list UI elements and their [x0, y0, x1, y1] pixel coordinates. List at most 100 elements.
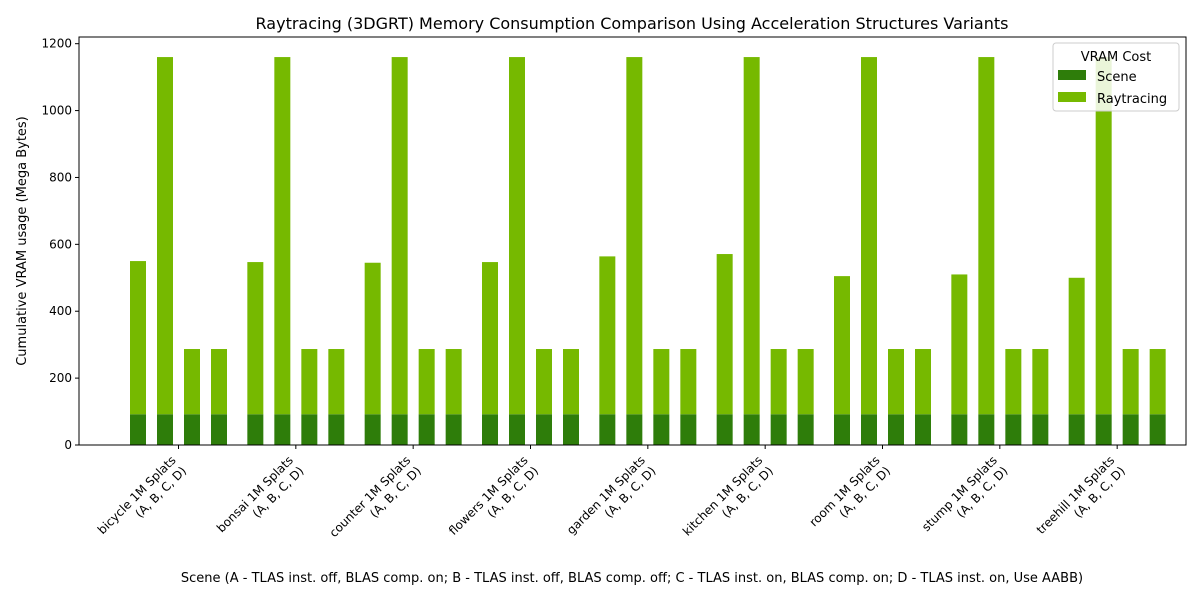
bar-scene	[978, 414, 995, 445]
bar-scene	[445, 414, 462, 445]
bar-raytracing	[184, 349, 200, 415]
bar-scene	[157, 414, 173, 445]
bar-scene	[599, 414, 616, 445]
bar-raytracing	[915, 349, 931, 415]
bar-scene	[274, 414, 291, 445]
bar-raytracing	[743, 57, 760, 415]
legend: VRAM Cost Scene Raytracing	[1052, 42, 1180, 112]
plot-frame	[78, 36, 1187, 446]
x-tick-label: garden 1M Splats(A, B, C, D)	[564, 453, 659, 548]
x-axis-label: Scene (A - TLAS inst. off, BLAS comp. on…	[181, 571, 1083, 586]
bar-scene	[1005, 414, 1022, 445]
legend-title: VRAM Cost	[1081, 50, 1152, 65]
y-tick-label: 400	[49, 304, 72, 318]
chart-title: Raytracing (3DGRT) Memory Consumption Co…	[256, 14, 1009, 33]
bar-raytracing	[1095, 57, 1112, 415]
bar-raytracing	[834, 276, 850, 415]
bar-raytracing	[1032, 349, 1049, 415]
bar-scene	[1032, 414, 1049, 445]
bar-raytracing	[536, 349, 552, 415]
bar-scene	[716, 414, 733, 445]
bar-scene	[509, 414, 525, 445]
bar-raytracing	[509, 57, 525, 415]
legend-swatch-raytracing	[1058, 92, 1086, 102]
bar-raytracing	[653, 349, 670, 415]
legend-label-raytracing: Raytracing	[1097, 92, 1167, 107]
bar-raytracing	[797, 349, 814, 415]
x-axis: bicycle 1M Splats(A, B, C, D) bonsai 1M S…	[95, 445, 1128, 550]
bar-scene	[797, 414, 814, 445]
x-tick-label: room 1M Splats(A, B, C, D)	[807, 453, 894, 540]
x-tick-label: bicycle 1M Splats(A, B, C, D)	[95, 453, 189, 547]
bar-scene	[184, 414, 200, 445]
bar-raytracing	[599, 256, 616, 415]
bar-scene	[861, 414, 877, 445]
y-tick-label: 600	[49, 237, 72, 251]
bar-scene	[1068, 414, 1085, 445]
bar-raytracing	[418, 349, 435, 415]
bar-scene	[391, 414, 408, 445]
bar-raytracing	[770, 349, 787, 415]
x-tick-label: treehill 1M Splats(A, B, C, D)	[1034, 453, 1128, 547]
x-tick-label: stump 1M Splats(A, B, C, D)	[919, 453, 1010, 544]
bar-scene	[1095, 414, 1112, 445]
bar-scene	[951, 414, 968, 445]
bar-raytracing	[951, 274, 968, 415]
x-tick-label: bonsai 1M Splats(A, B, C, D)	[214, 453, 307, 546]
bar-raytracing	[978, 57, 995, 415]
bar-scene	[888, 414, 904, 445]
bar-scene	[418, 414, 435, 445]
bar-raytracing	[211, 349, 227, 415]
bar-scene	[130, 414, 146, 445]
bar-raytracing	[247, 262, 264, 415]
bar-raytracing	[680, 349, 697, 415]
bar-raytracing	[157, 57, 173, 415]
bar-raytracing	[130, 261, 146, 415]
y-axis: 0 200 400 600 800 1000 1200	[41, 37, 79, 452]
bar-raytracing	[1149, 349, 1166, 415]
bar-raytracing	[445, 349, 462, 415]
bar-raytracing	[328, 349, 345, 415]
bar-scene	[301, 414, 318, 445]
x-tick-label: counter 1M Splats(A, B, C, D)	[327, 453, 424, 550]
bar-raytracing	[482, 262, 498, 415]
bar-scene	[834, 414, 850, 445]
bar-raytracing	[626, 57, 643, 415]
bar-raytracing	[301, 349, 318, 415]
bar-raytracing	[563, 349, 579, 415]
bar-scene	[743, 414, 760, 445]
bar-raytracing	[364, 262, 381, 415]
bar-raytracing	[274, 57, 291, 415]
bar-scene	[536, 414, 552, 445]
y-tick-label: 800	[49, 170, 72, 184]
legend-label-scene: Scene	[1097, 70, 1137, 85]
bar-raytracing	[716, 254, 733, 415]
x-tick-label: kitchen 1M Splats(A, B, C, D)	[680, 453, 776, 549]
bar-raytracing	[391, 57, 408, 415]
bar-scene	[364, 414, 381, 445]
bar-scene	[211, 414, 227, 445]
y-tick-label: 200	[49, 371, 72, 385]
bar-scene	[770, 414, 787, 445]
bar-scene	[1122, 414, 1139, 445]
bar-scene	[680, 414, 697, 445]
bar-raytracing	[1122, 349, 1139, 415]
bar-raytracing	[888, 349, 904, 415]
bar-scene	[915, 414, 931, 445]
bar-scene	[247, 414, 264, 445]
bar-scene	[653, 414, 670, 445]
bar-scene	[626, 414, 643, 445]
x-tick-label: flowers 1M Splats(A, B, C, D)	[446, 453, 541, 548]
legend-swatch-scene	[1058, 70, 1086, 80]
bar-raytracing	[1068, 277, 1085, 415]
bar-scene	[328, 414, 345, 445]
y-tick-label: 0	[64, 438, 72, 452]
bar-scene	[563, 414, 579, 445]
y-tick-label: 1200	[41, 37, 72, 51]
bar-raytracing	[861, 57, 877, 415]
y-tick-label: 1000	[41, 104, 72, 118]
bars	[130, 57, 1166, 445]
bar-scene	[482, 414, 498, 445]
bar-raytracing	[1005, 349, 1022, 415]
